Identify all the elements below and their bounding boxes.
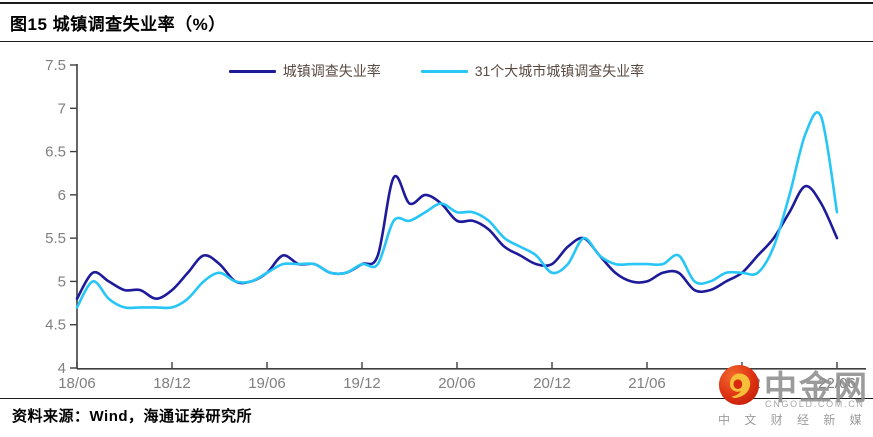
watermark-brand-text: 中金网 — [764, 369, 869, 406]
x-tick-label: 22/06 — [818, 375, 856, 392]
x-tick-label: 19/12 — [343, 375, 381, 392]
top-divider — [0, 2, 873, 4]
y-tick-label: 5.5 — [45, 230, 66, 247]
watermark-domain-text: CNGOLD.COM.CN — [765, 399, 865, 409]
data-source-note: 资料来源：Wind，海通证券研究所 — [12, 408, 253, 425]
cities31-unemployment-line — [75, 111, 839, 310]
national-line-swatch — [228, 69, 276, 73]
x-tick-label: 18/12 — [153, 375, 191, 392]
cngold-watermark: 中金网 CNGOLD.COM.CN 中 文 财 经 新 媒 体 — [714, 361, 873, 431]
figure-title: 图15 城镇调查失业率（%） — [10, 15, 226, 34]
footer-divider — [0, 398, 873, 399]
y-tick-label: 6.5 — [45, 144, 66, 161]
y-tick-label: 5 — [58, 273, 66, 290]
cities31-line-swatch — [420, 69, 468, 73]
watermark-tagline-text: 中 文 财 经 新 媒 体 — [718, 413, 873, 427]
y-tick-label: 4 — [58, 360, 66, 377]
cngold-logo-icon — [718, 364, 760, 406]
legend-item-national: 城镇调查失业率 — [228, 61, 381, 81]
x-tick-label: 18/06 — [58, 375, 96, 392]
x-tick-label: 21/06 — [628, 375, 666, 392]
national-unemployment-line — [75, 174, 839, 300]
y-tick-label: 6 — [58, 187, 66, 204]
y-tick-label: 7.5 — [45, 57, 66, 74]
legend-item-31cities: 31个大城市城镇调查失业率 — [420, 61, 645, 81]
x-tick-label: 20/06 — [438, 375, 476, 392]
legend-label-national: 城镇调查失业率 — [282, 63, 381, 79]
x-tick-label: 20/12 — [533, 375, 571, 392]
y-tick-label: 7 — [58, 100, 66, 117]
legend-label-31cities: 31个大城市城镇调查失业率 — [474, 63, 645, 79]
y-tick-label: 4.5 — [45, 317, 66, 334]
chart-legend: 城镇调查失业率 31个大城市城镇调查失业率 — [0, 62, 873, 80]
title-divider — [0, 41, 873, 42]
x-tick-label: 19/06 — [248, 375, 286, 392]
